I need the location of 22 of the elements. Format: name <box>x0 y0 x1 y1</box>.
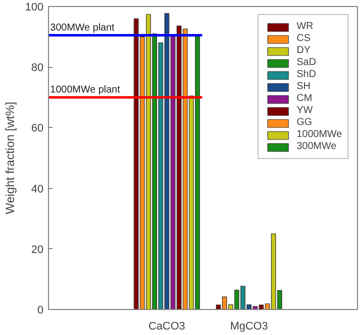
legend-label: DY <box>296 45 312 56</box>
x-tick-label: MgCO3 <box>230 320 268 332</box>
legend-label: SaD <box>296 57 317 68</box>
y-axis-title: Weight fraction [wt%] <box>3 102 18 214</box>
legend-label: 300MWe <box>296 141 336 152</box>
ref-line-label: 1000MWe plant <box>50 84 120 96</box>
legend-label: 1000MWe <box>296 129 342 140</box>
legend-label: CM <box>296 93 314 104</box>
legend-label: ShD <box>296 69 317 80</box>
y-tick-label: 0 <box>37 304 44 316</box>
legend-label: SH <box>296 81 312 92</box>
y-tick-label: 60 <box>31 122 44 135</box>
legend-label: GG <box>296 117 314 128</box>
legend-label: WR <box>296 21 314 32</box>
ref-line-label: 300MWe plant <box>50 22 115 34</box>
y-tick-label: 40 <box>31 183 44 196</box>
x-tick-label: CaCO3 <box>148 320 186 332</box>
y-tick-label: 80 <box>31 62 44 74</box>
legend-label: CS <box>296 33 312 44</box>
legend-label: YW <box>296 105 314 116</box>
y-tick-label: 100 <box>25 2 44 14</box>
y-tick-label: 20 <box>31 244 44 256</box>
